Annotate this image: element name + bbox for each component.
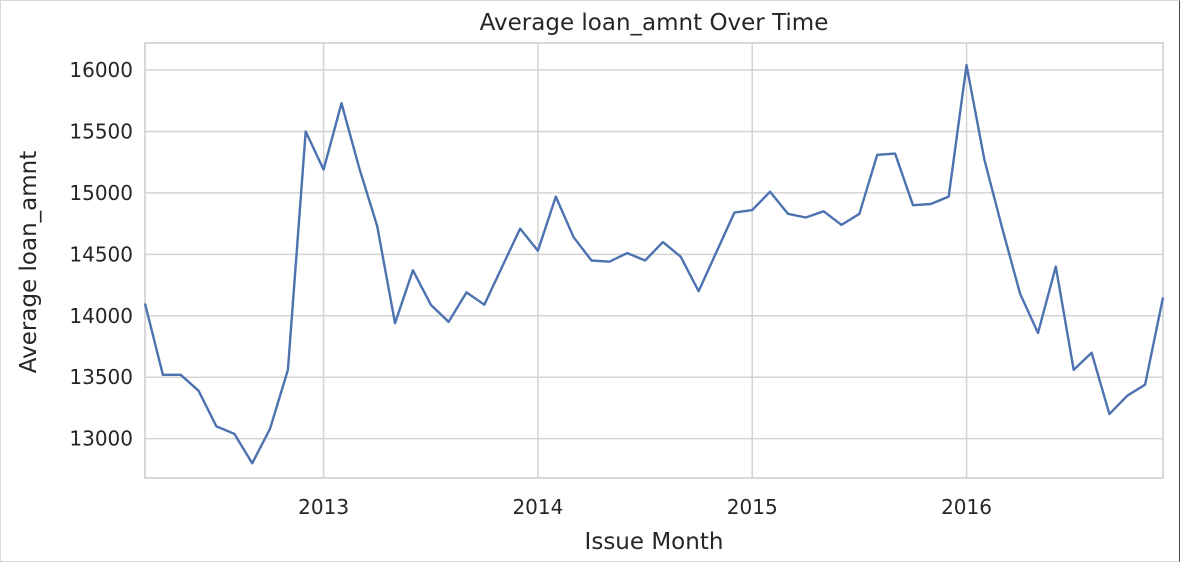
x-axis-ticks: 2013 2014 2015 2016: [298, 495, 992, 519]
plot-border: [144, 42, 1164, 479]
y-tick-label: 14500: [69, 242, 133, 266]
y-tick-label: 16000: [69, 58, 133, 82]
y-tick-label: 15500: [69, 119, 133, 143]
x-axis-label: Issue Month: [585, 529, 724, 555]
y-tick-label: 14000: [69, 304, 133, 328]
x-tick-label: 2013: [298, 495, 349, 519]
y-tick-label: 13500: [69, 365, 133, 389]
x-tick-label: 2016: [941, 495, 992, 519]
grid: [145, 43, 1163, 478]
y-tick-label: 13000: [69, 427, 133, 451]
y-axis-ticks: 13000 13500 14000 14500 15000 15500 16000: [69, 58, 133, 451]
y-tick-label: 15000: [69, 181, 133, 205]
series-line: [143, 63, 1165, 465]
chart-title: Average loan_amnt Over Time: [480, 10, 829, 36]
x-tick-label: 2014: [512, 495, 563, 519]
y-axis-label: Average loan_amnt: [16, 151, 42, 374]
x-tick-label: 2015: [727, 495, 778, 519]
